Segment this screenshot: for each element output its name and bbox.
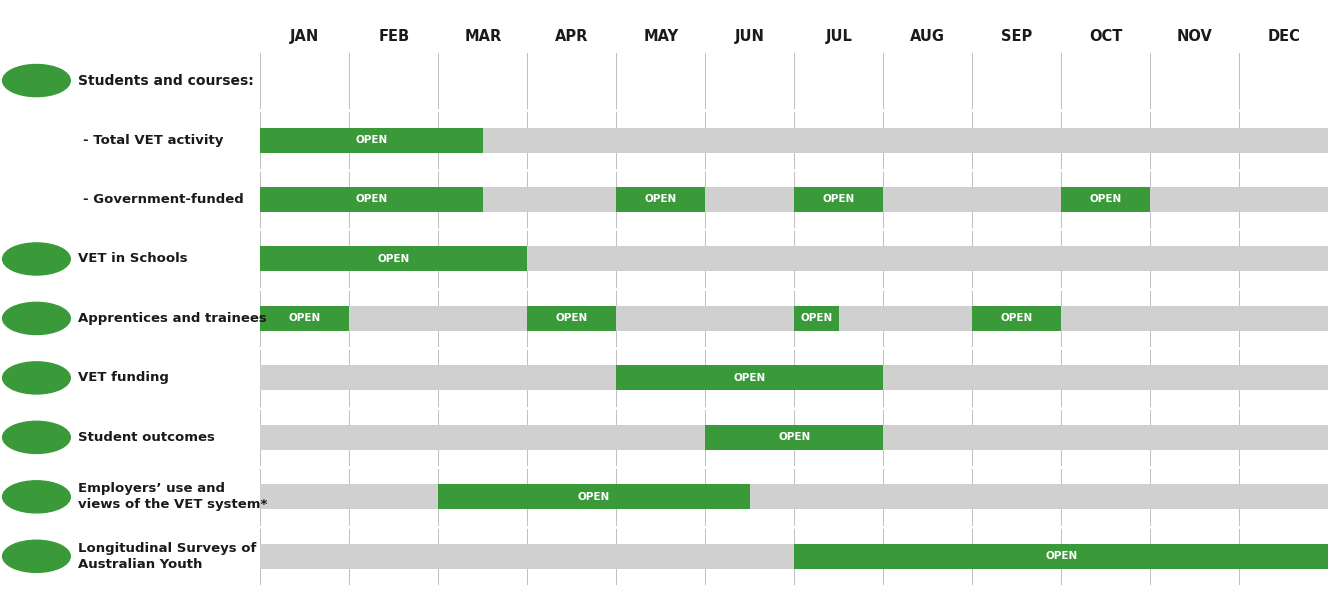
Bar [260,484,1328,509]
Text: VET funding: VET funding [77,371,170,385]
Bar [260,187,1328,212]
Text: OPEN: OPEN [778,432,810,443]
Bar [794,306,838,331]
Bar [260,127,1328,152]
Bar [260,544,1328,569]
Bar [1061,187,1151,212]
Text: OPEN: OPEN [801,313,833,324]
Ellipse shape [3,362,71,394]
Ellipse shape [3,540,71,572]
Text: - Total VET activity: - Total VET activity [83,133,224,147]
Bar [260,306,350,331]
Text: Apprentices and trainees: Apprentices and trainees [77,312,267,325]
Text: Student outcomes: Student outcomes [77,431,215,444]
Bar [260,365,1328,390]
Text: OPEN: OPEN [645,194,677,205]
Text: OPEN: OPEN [1001,313,1033,324]
Bar [260,187,483,212]
Text: OPEN: OPEN [734,373,766,383]
Text: Employers’ use and
views of the VET system*: Employers’ use and views of the VET syst… [77,483,267,511]
Bar [794,544,1328,569]
Text: OPEN: OPEN [578,492,610,502]
Bar [705,425,884,450]
Text: OPEN: OPEN [378,254,410,264]
Text: OPEN: OPEN [355,194,387,205]
Text: Students and courses:: Students and courses: [77,74,254,87]
Text: VET in Schools: VET in Schools [77,252,188,266]
Ellipse shape [3,303,71,334]
Bar [260,425,1328,450]
Text: OPEN: OPEN [1089,194,1121,205]
Bar [527,306,617,331]
Ellipse shape [3,422,71,453]
Bar [260,127,483,152]
Ellipse shape [3,65,71,97]
Bar [617,365,884,390]
Text: OPEN: OPEN [822,194,854,205]
Text: OPEN: OPEN [288,313,320,324]
Ellipse shape [3,243,71,275]
Ellipse shape [3,481,71,513]
Text: OPEN: OPEN [1045,551,1077,562]
Bar [794,187,884,212]
Bar [260,246,1328,271]
Bar [438,484,750,509]
Text: OPEN: OPEN [555,313,587,324]
Bar [260,306,1328,331]
Bar [972,306,1061,331]
Text: OPEN: OPEN [355,135,387,145]
Bar [617,187,705,212]
Text: Longitudinal Surveys of
Australian Youth: Longitudinal Surveys of Australian Youth [77,542,256,571]
Text: - Government-funded: - Government-funded [83,193,244,206]
Bar [260,246,527,271]
